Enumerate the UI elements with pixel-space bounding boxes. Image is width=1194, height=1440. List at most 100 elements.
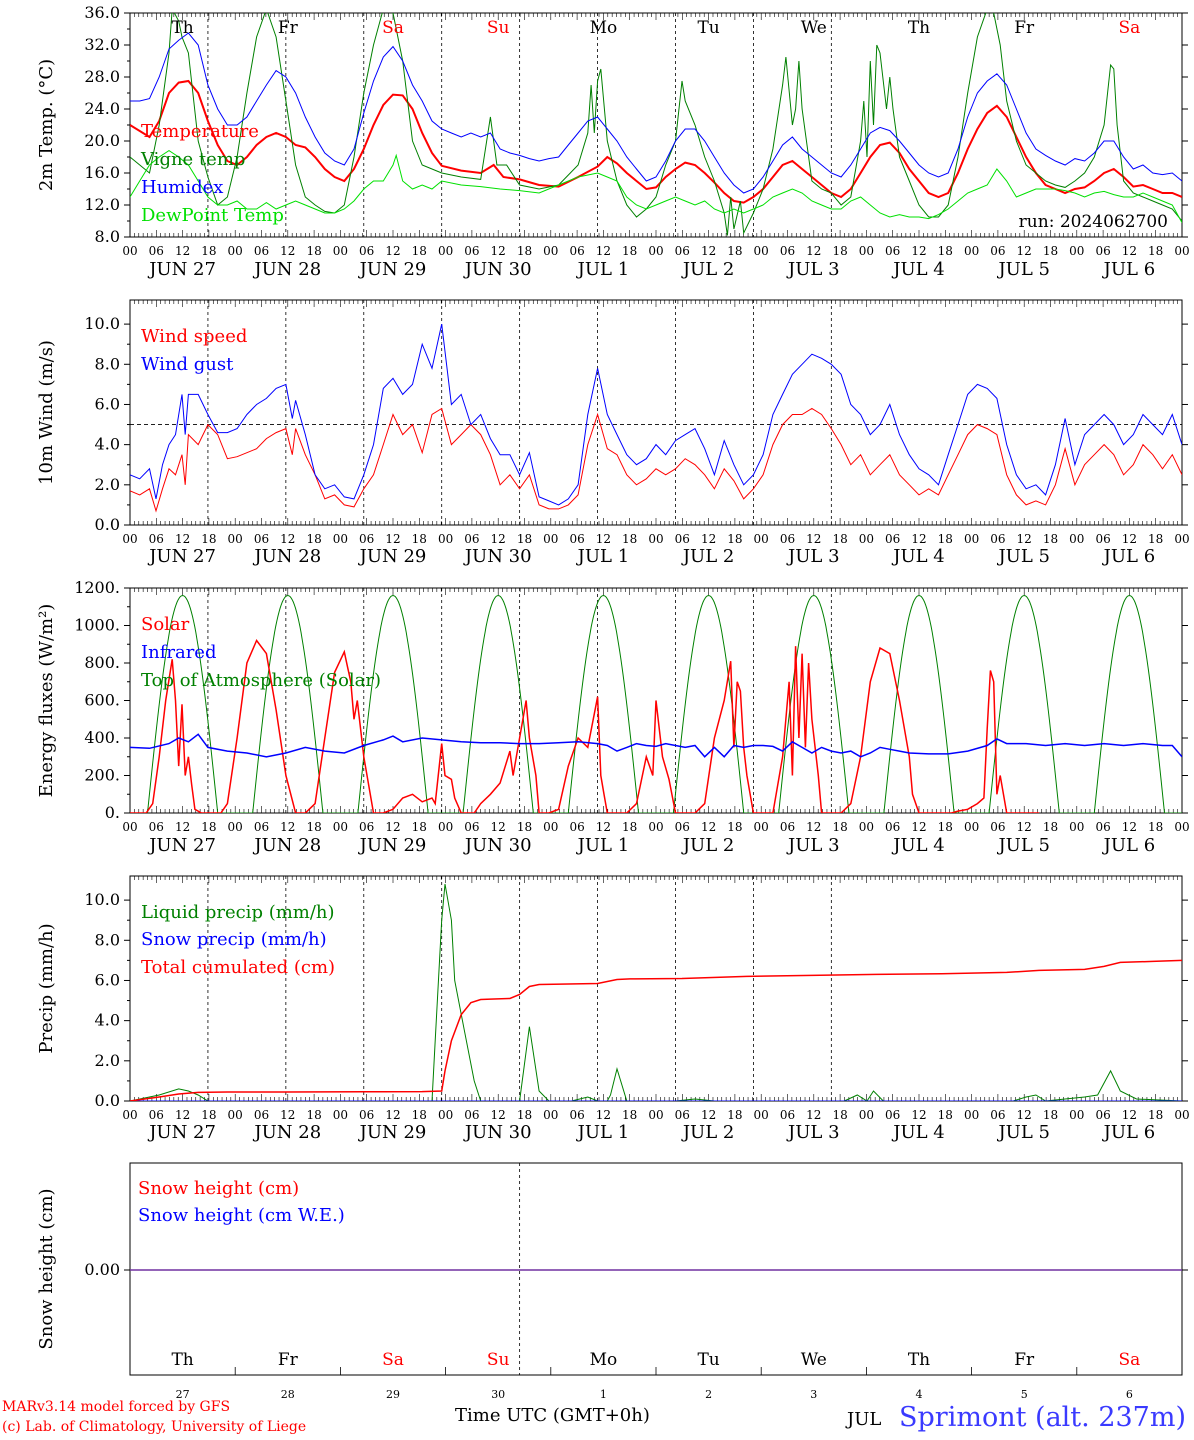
hour-tick-label: 00 (1069, 1108, 1084, 1122)
toa-solar-curve (1076, 594, 1182, 813)
legend-entry: Temperature (141, 121, 259, 142)
y-tick-label: 0.0 (95, 515, 120, 534)
y-tick-label: 1200. (74, 578, 120, 597)
hour-tick-label: 00 (228, 532, 243, 546)
hour-tick-label: 00 (333, 244, 348, 258)
hour-tick-label: 06 (885, 820, 900, 834)
date-label: JUL 4 (891, 259, 945, 280)
legend-entry: Snow height (cm W.E.) (138, 1205, 345, 1226)
hour-tick-label: 12 (280, 1108, 295, 1122)
hour-tick-label: 12 (175, 532, 190, 546)
hour-tick-label: 00 (648, 532, 663, 546)
hour-tick-label: 18 (727, 244, 742, 258)
y-axis-label: Snow height (cm) (36, 1188, 57, 1349)
hour-tick-label: 00 (333, 1108, 348, 1122)
weekday-label: Fr (278, 1350, 299, 1370)
hour-tick-label: 18 (517, 1108, 532, 1122)
y-tick-label: 8.0 (95, 227, 120, 246)
day-number: 2 (705, 1388, 712, 1401)
weekday-label: Th (908, 1350, 930, 1370)
y-tick-label: 8.0 (95, 354, 120, 373)
toa-solar-curve (866, 594, 972, 813)
y-tick-label: 8.0 (95, 930, 120, 949)
hour-tick-label: 00 (438, 244, 453, 258)
date-label: JUL 3 (786, 546, 840, 567)
hour-tick-label: 18 (938, 1108, 953, 1122)
hour-tick-label: 18 (727, 820, 742, 834)
hour-tick-label: 12 (175, 1108, 190, 1122)
date-label: JUN 29 (358, 1122, 427, 1143)
hour-tick-label: 12 (491, 1108, 506, 1122)
date-label: JUN 27 (147, 835, 216, 856)
hour-tick-label: 18 (517, 820, 532, 834)
y-axis-label: 2m Temp. (°C) (36, 59, 57, 191)
date-label: JUL 5 (996, 835, 1050, 856)
hour-tick-label: 12 (280, 244, 295, 258)
date-label: JUL 5 (996, 259, 1050, 280)
date-label: JUN 30 (463, 835, 532, 856)
hour-tick-label: 12 (1122, 820, 1137, 834)
hour-tick-label: 00 (964, 532, 979, 546)
series-line (130, 883, 1182, 1101)
legend-entry: Snow precip (mm/h) (141, 929, 327, 950)
hour-tick-label: 12 (596, 820, 611, 834)
weekday-label: Sa (1119, 18, 1141, 38)
date-label: JUN 27 (147, 259, 216, 280)
date-label: JUL 6 (1102, 546, 1156, 567)
date-label: JUL 6 (1102, 259, 1156, 280)
hour-tick-label: 18 (412, 820, 427, 834)
date-label: JUL 4 (891, 835, 945, 856)
hour-tick-label: 06 (464, 820, 479, 834)
hour-tick-label: 12 (701, 1108, 716, 1122)
day-number: 3 (810, 1388, 817, 1401)
hour-tick-label: 12 (175, 820, 190, 834)
hour-tick-label: 00 (1069, 532, 1084, 546)
legend-entry: DewPoint Temp (141, 205, 284, 226)
hour-tick-label: 18 (938, 532, 953, 546)
day-number: 6 (1126, 1388, 1133, 1401)
hour-tick-label: 06 (254, 244, 269, 258)
weekday-label: Tu (697, 1350, 719, 1370)
y-tick-label: 400. (84, 728, 120, 747)
hour-tick-label: 06 (780, 244, 795, 258)
hour-tick-label: 18 (306, 532, 321, 546)
series-line (130, 323, 1182, 506)
series-line (130, 959, 1182, 1101)
hour-tick-label: 06 (359, 820, 374, 834)
date-label: JUL 5 (996, 546, 1050, 567)
hour-tick-label: 00 (859, 244, 874, 258)
hour-tick-label: 00 (648, 244, 663, 258)
date-label: JUL 6 (1102, 1122, 1156, 1143)
hour-tick-label: 12 (911, 532, 926, 546)
hour-tick-label: 12 (701, 820, 716, 834)
hour-tick-label: 00 (754, 1108, 769, 1122)
legend-entry: Snow height (cm) (138, 1178, 299, 1199)
x-axis-title: Time UTC (GMT+0h) (455, 1405, 650, 1426)
y-tick-label: 32.0 (84, 35, 120, 54)
hour-tick-label: 00 (333, 532, 348, 546)
hour-tick-label: 00 (964, 1108, 979, 1122)
hour-tick-label: 12 (596, 244, 611, 258)
hour-tick-label: 18 (622, 1108, 637, 1122)
hour-tick-label: 18 (832, 244, 847, 258)
hour-tick-label: 18 (201, 820, 216, 834)
panel-frame (129, 12, 1183, 238)
panel-3 (124, 587, 1188, 814)
hour-tick-label: 12 (911, 820, 926, 834)
date-label: JUL 1 (576, 835, 630, 856)
hour-tick-label: 12 (1017, 820, 1032, 834)
hour-tick-label: 12 (911, 244, 926, 258)
date-label: JUN 30 (463, 259, 532, 280)
date-label: JUN 29 (358, 546, 427, 567)
y-tick-label: 12.0 (84, 195, 120, 214)
date-label: JUL 3 (786, 835, 840, 856)
hour-tick-label: 18 (1148, 532, 1163, 546)
weekday-label: We (801, 18, 827, 38)
hour-tick-label: 12 (1122, 1108, 1137, 1122)
day-number: 30 (491, 1388, 505, 1401)
toa-solar-curve (130, 594, 236, 813)
legend-entry: Solar (141, 614, 190, 635)
hour-tick-label: 06 (675, 532, 690, 546)
hour-tick-label: 12 (1017, 1108, 1032, 1122)
hour-tick-label: 06 (149, 1108, 164, 1122)
